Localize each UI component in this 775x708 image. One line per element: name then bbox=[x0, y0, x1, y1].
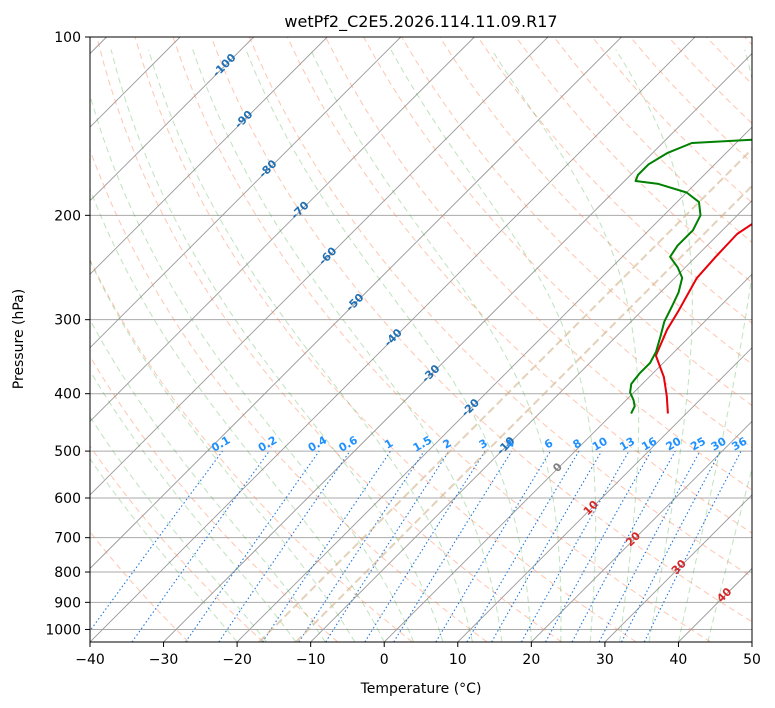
moist-adiabat-line bbox=[615, 49, 693, 642]
dry-adiabat-line bbox=[90, 258, 413, 642]
y-tick-label: 400 bbox=[54, 387, 81, 403]
mixing-ratio-line bbox=[571, 450, 676, 642]
isotherm-line bbox=[90, 37, 622, 570]
mixing-ratio-line bbox=[262, 450, 391, 642]
mixing-ratio-line bbox=[325, 450, 450, 642]
dewpoint-profile-line bbox=[629, 138, 752, 414]
moist-adiabat-line bbox=[90, 415, 267, 642]
isotherm-line bbox=[457, 347, 752, 642]
dry-adiabat-line bbox=[286, 37, 752, 534]
isotherm-line bbox=[310, 200, 752, 642]
y-tick-label: 100 bbox=[54, 30, 81, 46]
isotherm-line bbox=[383, 273, 752, 642]
y-tick-label: 200 bbox=[54, 208, 81, 224]
dendritic-growth-zone bbox=[258, 147, 752, 642]
moist-adiabat-line bbox=[90, 318, 326, 642]
x-tick-label: 50 bbox=[743, 652, 761, 668]
x-tick-label: 0 bbox=[380, 652, 389, 668]
isotherm-line bbox=[90, 37, 475, 422]
y-tick-label: 500 bbox=[54, 444, 81, 460]
temperature-profile-line bbox=[654, 222, 752, 414]
isotherm-line bbox=[604, 494, 752, 642]
moist-adiabat-line bbox=[677, 49, 752, 642]
dry-adiabat-line bbox=[210, 37, 752, 623]
x-tick-label: −40 bbox=[75, 652, 105, 668]
dry-adiabat-line bbox=[90, 355, 339, 642]
y-tick-label: 1000 bbox=[45, 622, 81, 638]
x-tick-label: 30 bbox=[596, 652, 614, 668]
mixing-ratio-line bbox=[298, 450, 425, 642]
dry-adiabat-line bbox=[172, 37, 712, 642]
dry-adiabat-line bbox=[134, 37, 637, 642]
isotherm-line bbox=[90, 37, 696, 642]
dry-adiabat-line bbox=[96, 37, 562, 642]
chart-title: wetPf2_C2E5.2026.114.11.09.R17 bbox=[284, 12, 557, 32]
plot-area: -100-90-80-70-60-50-40-30-20-10010203040… bbox=[90, 37, 752, 642]
moist-adiabat-line bbox=[90, 369, 297, 642]
isotherm-line bbox=[531, 420, 752, 642]
moist-adiabat-line bbox=[491, 49, 640, 642]
y-tick-label: 600 bbox=[54, 491, 81, 507]
x-tick-label: 10 bbox=[449, 652, 467, 668]
moist-adiabat-line bbox=[192, 49, 503, 642]
y-tick-label: 800 bbox=[54, 565, 81, 581]
moist-adiabat-line bbox=[110, 49, 444, 642]
mixing-ratio-line bbox=[521, 450, 630, 642]
isotherm-line bbox=[90, 37, 328, 275]
mixing-ratio-line bbox=[185, 450, 320, 642]
mixing-ratio-labels: 0.1 0.2 0.4 0.6 1 1.5 2 3 4 6 8 10 13 16 20 25 30 36 bbox=[209, 433, 749, 454]
y-tick-label: 300 bbox=[54, 313, 81, 329]
moist-adiabats bbox=[90, 49, 752, 642]
profile-series bbox=[629, 138, 752, 414]
mixing-ratio-line bbox=[643, 450, 742, 642]
moist-adiabat-line bbox=[90, 93, 415, 642]
mixing-ratio-line bbox=[90, 450, 223, 632]
x-tick-label: −10 bbox=[296, 652, 326, 668]
moist-adiabat-line bbox=[90, 457, 238, 642]
mixing-ratio-line bbox=[393, 450, 513, 642]
dry-adiabat-line bbox=[90, 445, 264, 642]
plot-frame bbox=[89, 36, 753, 643]
x-tick-label: 40 bbox=[670, 652, 688, 668]
moist-adiabat-line bbox=[245, 49, 532, 642]
moist-adiabat-line bbox=[310, 49, 562, 642]
mixing-ratio-lines bbox=[90, 450, 742, 642]
isobar-gridlines bbox=[90, 37, 752, 630]
x-axis-label: Temperature (°C) bbox=[360, 681, 482, 697]
mixing-ratio-line bbox=[545, 450, 652, 642]
isotherm-line bbox=[90, 37, 549, 496]
isotherm-gridlines bbox=[90, 37, 752, 642]
moist-adiabat-line bbox=[707, 467, 752, 642]
moist-adiabat-line bbox=[90, 259, 356, 642]
isotherm-line bbox=[90, 37, 402, 349]
dry-adiabat-line bbox=[248, 37, 752, 578]
isotherm-line bbox=[236, 126, 752, 642]
moist-adiabat-line bbox=[148, 49, 473, 642]
mixing-ratio-line bbox=[131, 450, 270, 642]
x-tick-label: 20 bbox=[522, 652, 540, 668]
dendritic-zone-line bbox=[258, 147, 752, 642]
dry-adiabat-line bbox=[325, 37, 752, 491]
x-tick-label: −30 bbox=[149, 652, 179, 668]
dendritic-zone-line bbox=[295, 184, 752, 642]
isotherm-line bbox=[163, 52, 752, 642]
x-tick-label: −20 bbox=[222, 652, 252, 668]
mixing-ratio-line bbox=[218, 450, 351, 642]
y-tick-label: 900 bbox=[54, 595, 81, 611]
moist-adiabat-line bbox=[390, 49, 597, 642]
y-axis-ticks: 100 200 300 400 500 600 700 800 900 1000 bbox=[45, 30, 90, 638]
x-axis-ticks: −40 −30 −20 −10 0 10 20 30 40 50 bbox=[75, 642, 761, 668]
dry-adiabats bbox=[90, 37, 752, 642]
isotherm-line bbox=[90, 37, 254, 202]
y-axis-label: Pressure (hPa) bbox=[11, 289, 27, 389]
y-tick-label: 700 bbox=[54, 531, 81, 547]
